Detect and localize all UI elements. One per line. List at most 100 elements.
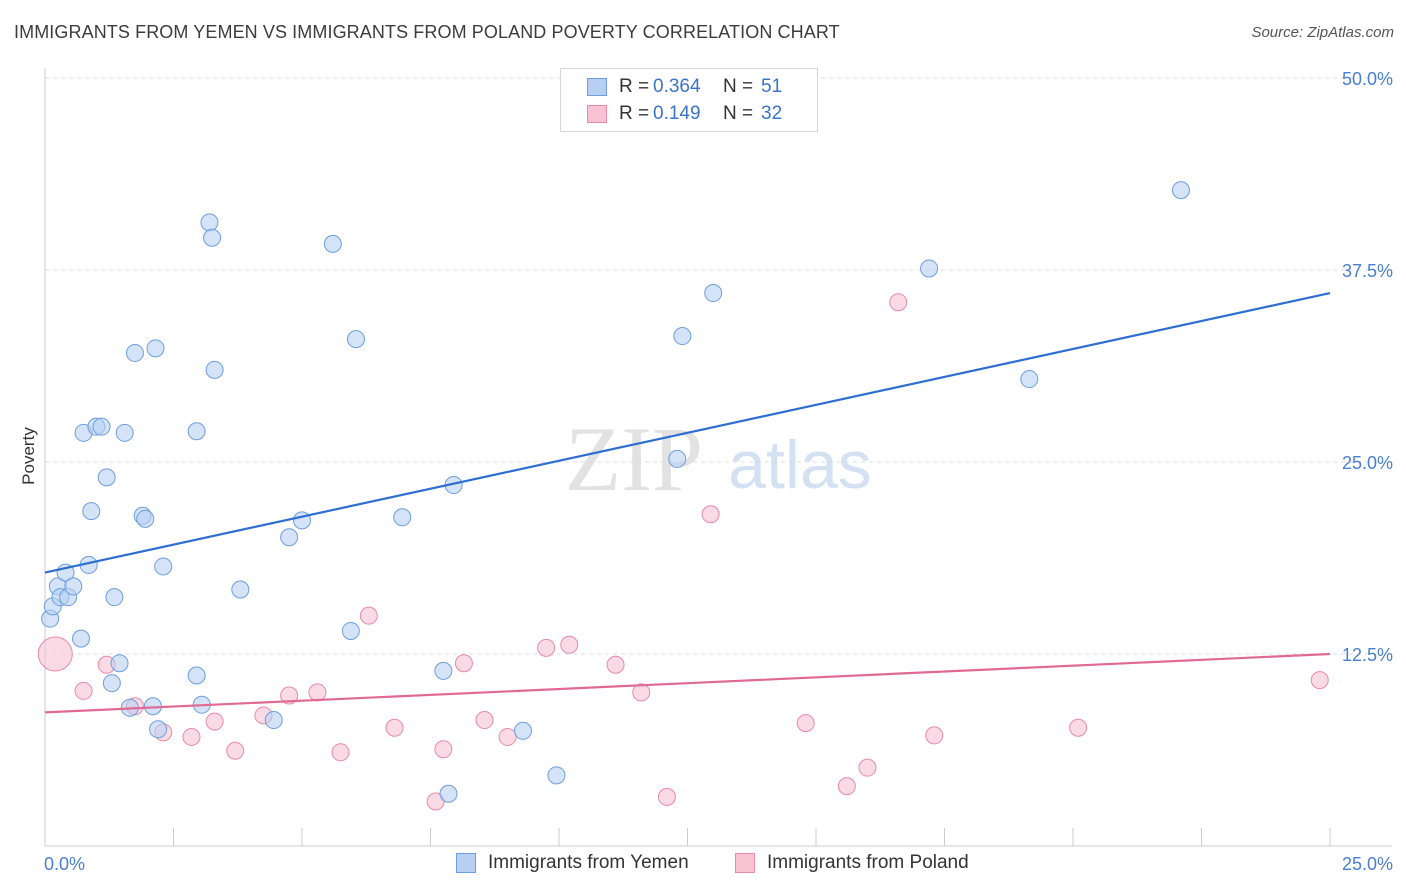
yemen-point	[439, 784, 458, 803]
watermark-atlas: atlas	[728, 427, 872, 503]
x-tick-label: 25.0%	[1342, 854, 1393, 874]
poland-point	[796, 714, 815, 733]
legend-row-poland: R = 0.149 N = 32	[587, 102, 782, 126]
poland-point	[632, 683, 651, 702]
y-tick-label: 12.5%	[1342, 645, 1393, 665]
poland-point	[308, 683, 327, 702]
y-tick-label: 37.5%	[1342, 261, 1393, 281]
yemen-trend-line	[44, 291, 1331, 574]
yemen-point	[97, 468, 116, 487]
yemen-point	[187, 422, 206, 441]
yemen-point	[200, 213, 219, 232]
legend-r-value-yemen: 0.364	[653, 76, 701, 97]
series-legend-yemen: Immigrants from Yemen	[456, 852, 689, 874]
yemen-point	[668, 449, 687, 468]
yemen-point	[110, 654, 129, 673]
yemen-point	[146, 339, 165, 358]
yemen-point	[547, 766, 566, 785]
poland-trend-line	[44, 652, 1331, 714]
poland-point	[537, 638, 556, 657]
chart-title: IMMIGRANTS FROM YEMEN VS IMMIGRANTS FROM…	[14, 22, 840, 42]
axes	[44, 68, 1392, 847]
yemen-point	[323, 234, 342, 253]
yemen-point	[92, 417, 111, 436]
poland-point	[1310, 671, 1329, 690]
poland-point	[498, 727, 517, 746]
poland-point	[331, 743, 350, 762]
yemen-point	[1171, 181, 1190, 200]
watermark: ZIP atlas	[565, 408, 872, 510]
yemen-point	[125, 343, 144, 362]
poland-point	[560, 635, 579, 654]
poland-point	[1069, 718, 1088, 737]
legend-n-label: N =	[723, 76, 754, 97]
legend-swatch-poland	[587, 105, 607, 123]
yemen-point	[105, 588, 124, 607]
yemen-point	[920, 259, 939, 278]
legend-n-label: N =	[723, 103, 754, 124]
series-legend: Immigrants from Yemen Immigrants from Po…	[0, 852, 1406, 878]
poland-point	[657, 787, 676, 806]
yemen-point	[341, 621, 360, 640]
legend-n-value-yemen: 51	[761, 76, 783, 97]
series-legend-label-poland: Immigrants from Poland	[767, 852, 969, 873]
yemen-point	[231, 580, 250, 599]
poland-point	[226, 741, 245, 760]
yemen-point	[704, 284, 723, 303]
x-tick-label: 0.0%	[44, 854, 85, 874]
poland-point	[359, 606, 378, 625]
yemen-point	[154, 557, 173, 576]
series-yemen-points	[41, 181, 1190, 803]
series-poland-points	[37, 293, 1329, 811]
poland-point	[280, 686, 299, 705]
yemen-point	[64, 577, 83, 596]
legend-r-value-poland: 0.149	[653, 103, 701, 124]
yemen-point	[205, 360, 224, 379]
legend-swatch-yemen	[587, 78, 607, 96]
yemen-point	[82, 502, 101, 521]
yemen-point	[149, 720, 168, 739]
correlation-legend: R = 0.364 N = 51 R = 0.149 N = 32	[560, 68, 818, 132]
trend-lines	[44, 291, 1331, 714]
yemen-point	[187, 666, 206, 685]
poland-point	[858, 758, 877, 777]
series-legend-swatch-poland	[735, 853, 755, 873]
chart-source: Source: ZipAtlas.com	[1251, 24, 1394, 41]
poland-point	[837, 777, 856, 796]
series-legend-label-yemen: Immigrants from Yemen	[488, 852, 689, 873]
yemen-point	[264, 711, 283, 730]
yemen-point	[280, 528, 299, 547]
yemen-point	[673, 327, 692, 346]
legend-r-label: R =	[619, 103, 650, 124]
yemen-point	[1020, 370, 1039, 389]
yemen-point	[115, 423, 134, 442]
yemen-point	[346, 330, 365, 349]
gridlines	[45, 77, 1392, 655]
series-legend-swatch-yemen	[456, 853, 476, 873]
yemen-point	[434, 661, 453, 680]
yemen-point	[102, 674, 121, 693]
poland-point	[434, 740, 453, 759]
yemen-point	[514, 721, 533, 740]
poland-point	[74, 681, 93, 700]
poland-point	[205, 712, 224, 731]
poland-point	[925, 726, 944, 745]
legend-r-label: R =	[619, 76, 650, 97]
poland-point	[606, 655, 625, 674]
legend-n-value-poland: 32	[761, 103, 783, 124]
yemen-point	[393, 508, 412, 527]
legend-row-yemen: R = 0.364 N = 51	[587, 75, 782, 99]
poland-point	[454, 654, 473, 673]
y-tick-label: 25.0%	[1342, 453, 1393, 473]
yemen-point	[203, 228, 222, 247]
poland-point	[37, 636, 73, 672]
poland-point	[385, 718, 404, 737]
y-axis-label: Poverty	[19, 427, 38, 485]
yemen-point	[71, 629, 90, 648]
poland-point	[701, 505, 720, 524]
yemen-point	[136, 509, 155, 528]
poland-point	[475, 711, 494, 730]
poland-point	[889, 293, 908, 312]
series-legend-poland: Immigrants from Poland	[735, 852, 969, 874]
